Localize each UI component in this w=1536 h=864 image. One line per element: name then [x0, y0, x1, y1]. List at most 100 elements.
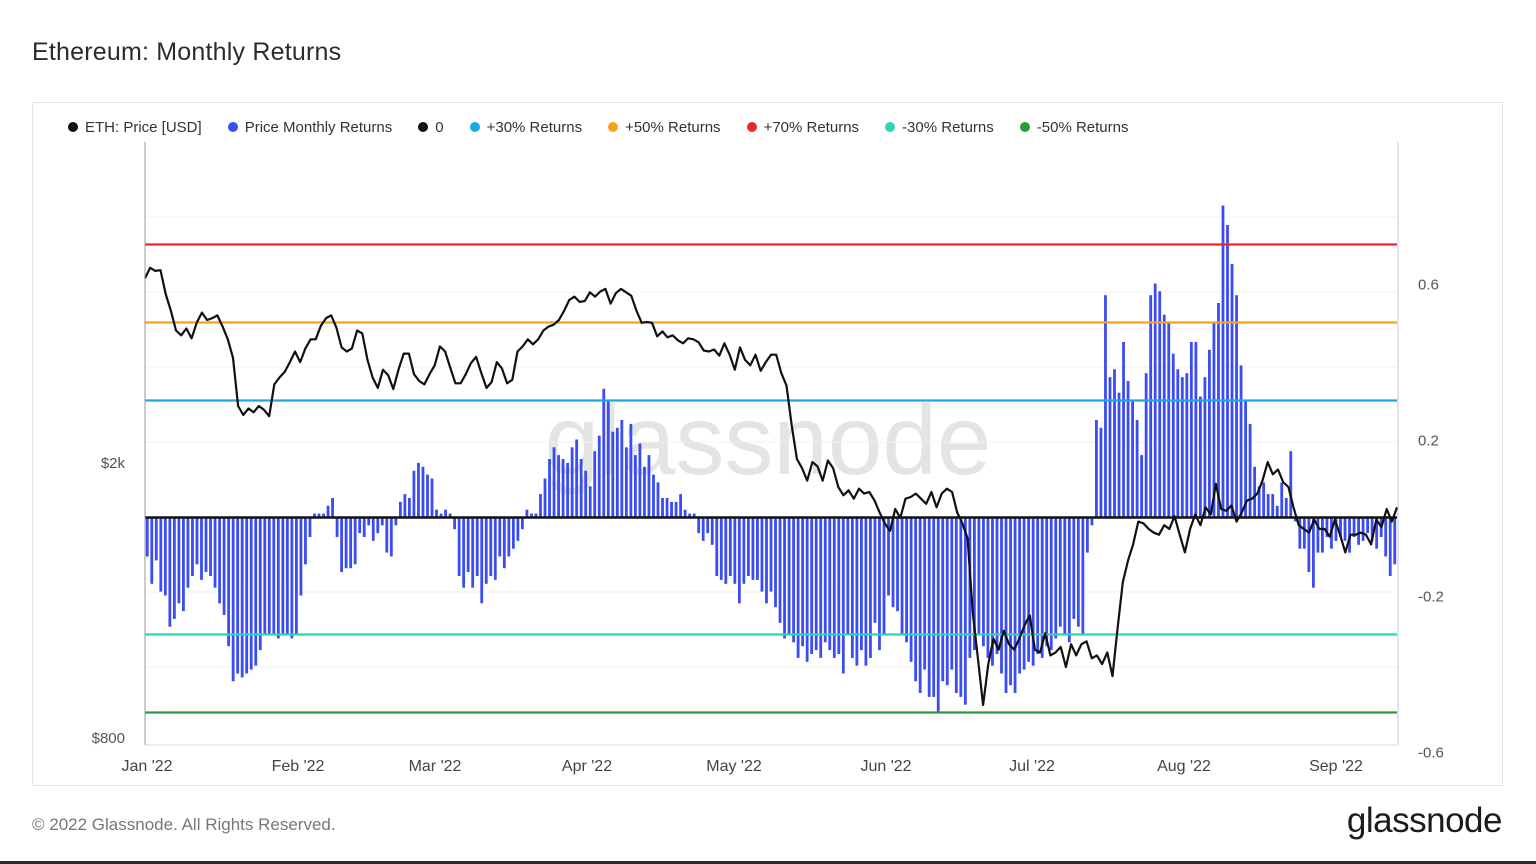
legend-label: +70% Returns: [763, 118, 860, 136]
return-bar: [254, 517, 258, 666]
legend-item-0[interactable]: ETH: Price [USD]: [68, 119, 202, 136]
return-bar: [832, 517, 836, 658]
return-bar: [805, 517, 809, 662]
return-bar: [1384, 517, 1388, 557]
legend-item-6[interactable]: -30% Returns: [885, 119, 994, 136]
return-bar: [1375, 517, 1379, 549]
return-bar: [240, 517, 244, 678]
return-bar: [670, 501, 673, 518]
return-bar: [1040, 517, 1044, 658]
legend-item-1[interactable]: Price Monthly Returns: [227, 119, 392, 136]
return-bar: [869, 517, 872, 658]
return-bar: [516, 517, 520, 541]
legend-swatch: [885, 122, 896, 132]
legend-item-7[interactable]: -50% Returns: [1019, 119, 1128, 136]
return-bar: [963, 517, 967, 705]
return-bar: [887, 517, 890, 596]
return-bar: [1126, 381, 1130, 518]
return-bar: [1352, 517, 1356, 537]
return-bar: [945, 517, 949, 686]
chart-legend: ETH: Price [USD] Price Monthly Returns 0 +3…: [68, 117, 1154, 137]
return-bar: [1212, 322, 1216, 518]
return-bar: [792, 517, 795, 643]
return-bar: [1167, 322, 1171, 518]
return-bar: [344, 517, 348, 569]
right-tick-label: 0.6: [1418, 277, 1439, 294]
return-bar: [783, 517, 786, 639]
return-bar: [209, 517, 212, 576]
return-bar: [991, 517, 994, 666]
axes: Jan '22 Feb '22 Mar '22 Apr '22 May '22 Jun '…: [92, 142, 1444, 775]
return-bar: [159, 517, 163, 592]
return-bar: [597, 435, 601, 518]
return-bar: [335, 517, 339, 537]
return-bar: [846, 517, 850, 635]
return-bar: [1135, 420, 1139, 518]
return-bar: [982, 517, 985, 647]
returns-bars: [145, 205, 1397, 713]
return-bar: [421, 466, 425, 518]
return-bar: [276, 517, 280, 639]
return-bar: [227, 517, 231, 647]
return-bar: [471, 517, 475, 588]
legend-item-3[interactable]: +30% Returns: [469, 119, 582, 136]
return-bar: [638, 443, 642, 518]
return-bar: [281, 517, 285, 635]
return-bar: [968, 517, 972, 658]
return-bar: [1045, 517, 1049, 647]
return-bar: [1334, 517, 1338, 541]
return-bar: [683, 509, 687, 518]
return-bar: [299, 517, 303, 596]
return-bar: [1357, 517, 1360, 545]
return-bar: [1307, 517, 1311, 573]
return-bar: [697, 517, 701, 534]
return-bar: [995, 517, 999, 654]
return-bar: [1393, 517, 1397, 565]
return-bar: [1049, 517, 1053, 651]
return-bar: [728, 517, 732, 576]
return-bar: [679, 494, 682, 518]
x-tick-label: May '22: [706, 758, 762, 775]
return-bar: [620, 420, 624, 518]
legend-item-2[interactable]: 0: [418, 119, 444, 136]
return-bar: [534, 513, 538, 518]
return-bar: [290, 517, 294, 639]
return-bar: [453, 517, 457, 530]
return-bar: [222, 517, 226, 615]
x-tick-label: Mar '22: [409, 758, 462, 775]
return-bar: [1275, 505, 1279, 518]
return-bar: [1339, 517, 1342, 537]
return-bar: [245, 517, 249, 674]
legend-item-4[interactable]: +50% Returns: [608, 119, 721, 136]
return-bar: [1067, 517, 1071, 643]
return-bar: [652, 474, 655, 518]
return-bar: [1149, 295, 1153, 518]
return-bar: [231, 517, 235, 682]
return-bar: [855, 517, 859, 666]
page-title: Ethereum: Monthly Returns: [32, 38, 342, 66]
x-tick-label: Apr '22: [562, 758, 612, 775]
return-bar: [543, 478, 547, 518]
legend-label: -30% Returns: [902, 118, 994, 136]
return-bar: [1144, 373, 1148, 518]
return-bar: [1343, 517, 1347, 541]
return-bar: [557, 455, 560, 518]
return-bar: [629, 423, 633, 518]
return-bar: [923, 517, 927, 670]
return-bar: [823, 517, 827, 643]
return-bar: [263, 517, 267, 635]
return-bar: [936, 517, 940, 713]
return-bar: [1366, 517, 1370, 534]
return-bar: [1280, 482, 1284, 518]
return-bar: [435, 509, 438, 518]
return-bar: [172, 517, 176, 619]
return-bar: [539, 494, 542, 518]
legend-item-5[interactable]: +70% Returns: [746, 118, 860, 136]
legend-swatch: [227, 122, 238, 132]
return-bar: [588, 486, 592, 518]
return-bar: [331, 498, 334, 518]
x-tick-label: Sep '22: [1309, 758, 1363, 775]
return-bar: [787, 517, 791, 635]
return-bar: [724, 517, 728, 584]
